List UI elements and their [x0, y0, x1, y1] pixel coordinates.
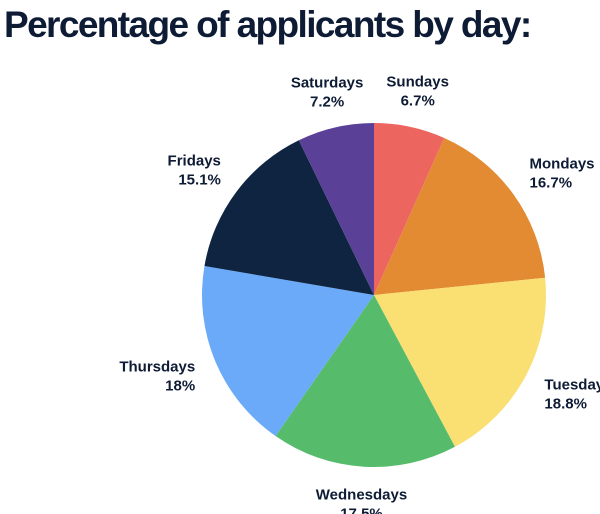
chart-title: Percentage of applicants by day: [4, 4, 532, 45]
pie-slice-sundays [374, 123, 445, 295]
slice-label-thursdays: Thursdays 18% [119, 359, 195, 395]
pie-slice-tuesdays [374, 277, 546, 447]
slice-label-sundays: Sundays 6.7% [386, 74, 449, 110]
slice-label-tuesdays: Tuesdays 18.8% [544, 376, 600, 412]
slice-label-wednesdays: Wednesdays 17.5% [316, 487, 407, 514]
slice-label-name: Mondays [530, 156, 595, 173]
slice-label-mondays: Mondays 16.7% [530, 156, 595, 192]
pie-slices [202, 123, 546, 467]
slice-label-value: 18.8% [544, 395, 587, 412]
slice-label-value: 17.5% [340, 506, 383, 514]
slice-label-value: 7.2% [310, 93, 344, 110]
slice-label-name: Sundays [386, 74, 449, 91]
slice-label-value: 16.7% [530, 175, 573, 192]
pie-labels: Sundays 6.7% Mondays 16.7% Tuesdays 18.8% Wedn… [119, 74, 600, 514]
pie-slice-thursdays [202, 265, 374, 437]
pie-slice-saturdays [298, 123, 374, 295]
slice-label-name: Tuesdays [544, 376, 600, 393]
slice-label-name: Thursdays [119, 359, 195, 376]
pie-slice-fridays [204, 140, 374, 295]
slice-label-name: Fridays [168, 153, 221, 170]
pie-slice-mondays [374, 138, 546, 295]
slice-label-name: Saturdays [291, 74, 364, 91]
pie-slice-wednesdays [275, 295, 455, 467]
slice-label-name: Wednesdays [316, 487, 407, 504]
slice-label-value: 15.1% [178, 172, 221, 189]
slice-label-value: 6.7% [401, 93, 435, 110]
slice-label-value: 18% [165, 378, 195, 395]
slice-label-saturdays: Saturdays 7.2% [291, 74, 364, 110]
slice-label-fridays: Fridays 15.1% [168, 153, 221, 189]
